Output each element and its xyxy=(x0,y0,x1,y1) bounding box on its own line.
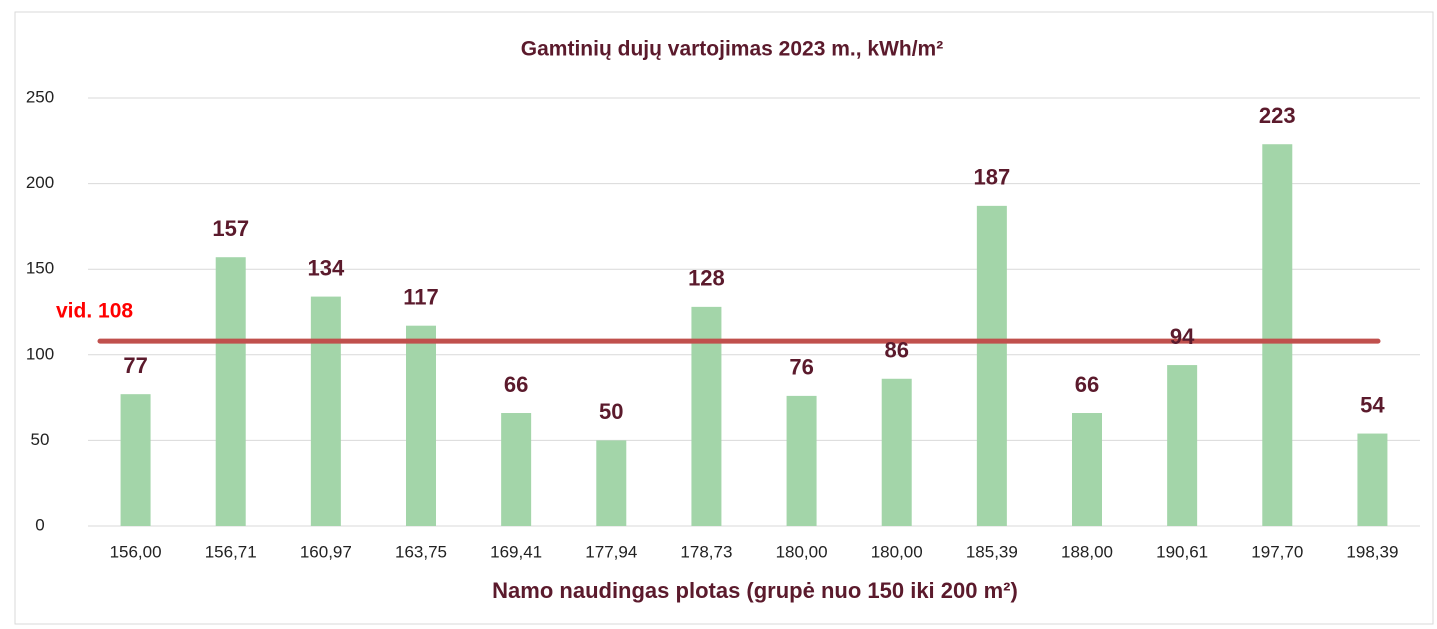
bar xyxy=(1167,365,1198,526)
x-axis-label: Namo naudingas plotas (grupė nuo 150 iki… xyxy=(492,578,1018,603)
x-tick-label: 185,39 xyxy=(966,542,1018,561)
bar xyxy=(786,395,817,526)
bar xyxy=(501,413,532,526)
bar xyxy=(1357,433,1388,526)
value-label: 117 xyxy=(403,285,439,310)
x-tick-label: 177,94 xyxy=(585,542,637,561)
x-tick-label: 188,00 xyxy=(1061,542,1113,561)
y-tick-label: 0 xyxy=(35,515,44,534)
value-label: 94 xyxy=(1170,324,1195,349)
x-tick-label: 190,61 xyxy=(1156,542,1208,561)
bar xyxy=(215,257,246,526)
value-label: 134 xyxy=(307,255,344,280)
y-tick-label: 100 xyxy=(26,344,54,363)
y-tick-label: 150 xyxy=(26,259,54,278)
bar xyxy=(1262,144,1293,526)
x-tick-label: 178,73 xyxy=(680,542,732,561)
x-tick-label: 198,39 xyxy=(1346,542,1398,561)
value-label: 187 xyxy=(973,165,1010,190)
x-tick-label: 180,00 xyxy=(871,542,923,561)
bar xyxy=(881,378,912,526)
value-label: 50 xyxy=(599,399,623,424)
bar xyxy=(310,296,341,526)
value-label: 54 xyxy=(1360,392,1385,417)
average-label: vid. 108 xyxy=(56,300,133,323)
x-tick-label: 156,71 xyxy=(205,542,257,561)
x-tick-label: 163,75 xyxy=(395,542,447,561)
y-tick-label: 200 xyxy=(26,173,54,192)
x-tick-label: 156,00 xyxy=(110,542,162,561)
value-label: 157 xyxy=(212,216,249,241)
value-label: 77 xyxy=(123,353,147,378)
x-tick-label: 197,70 xyxy=(1251,542,1303,561)
bar xyxy=(596,440,627,526)
chart-title: Gamtinių dujų vartojimas 2023 m., kWh/m² xyxy=(521,38,943,61)
x-tick-label: 180,00 xyxy=(776,542,828,561)
bar xyxy=(976,205,1007,526)
y-tick-label: 250 xyxy=(26,87,54,106)
value-label: 86 xyxy=(884,338,908,363)
x-tick-label: 169,41 xyxy=(490,542,542,561)
value-label: 66 xyxy=(504,372,528,397)
value-label: 128 xyxy=(688,266,725,291)
y-tick-label: 50 xyxy=(31,430,50,449)
bar xyxy=(120,394,151,526)
value-label: 223 xyxy=(1259,103,1296,128)
value-label: 66 xyxy=(1075,372,1099,397)
value-label: 76 xyxy=(789,355,813,380)
bar xyxy=(406,325,436,526)
x-tick-label: 160,97 xyxy=(300,542,352,561)
bar xyxy=(1072,413,1102,526)
